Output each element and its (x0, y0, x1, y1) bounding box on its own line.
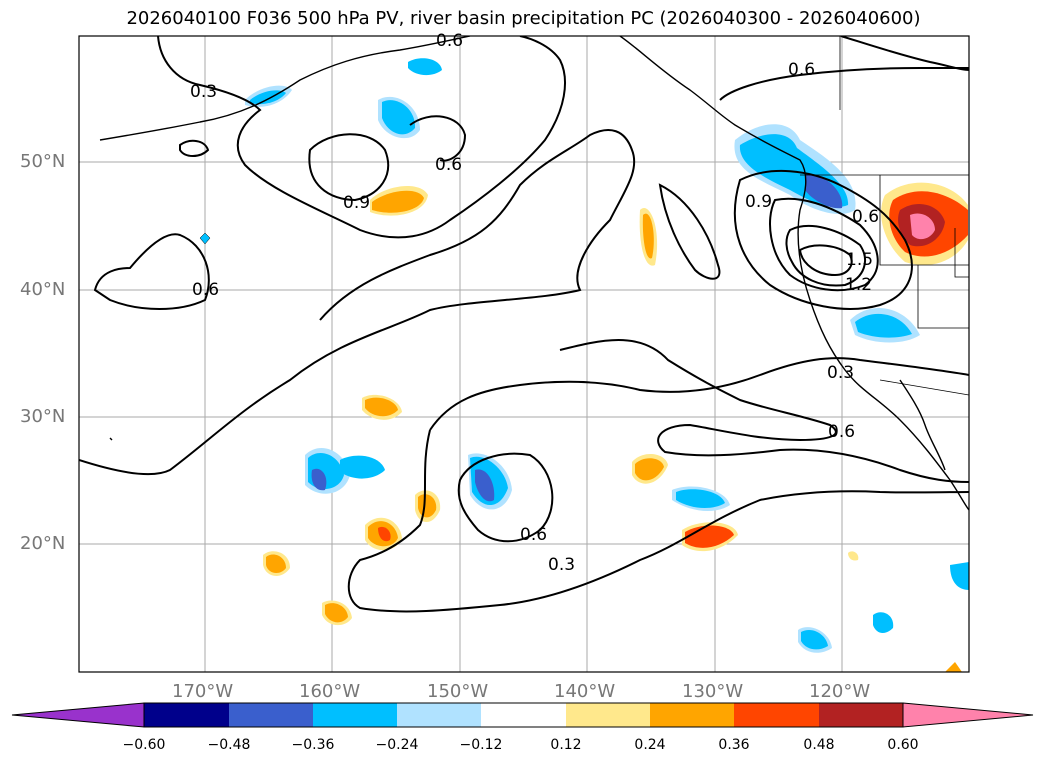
contour-label: 0.6 (435, 155, 462, 175)
colorbar-cell (819, 703, 903, 727)
lon-tick-label: 140°W (554, 681, 616, 702)
contour-label: 0.3 (190, 82, 217, 102)
lon-tick-label: 170°W (172, 681, 234, 702)
lon-tick-label: 130°W (682, 681, 744, 702)
colorbar-cell (313, 703, 397, 727)
contour-label: 0.6 (828, 422, 855, 442)
colorbar-tick: −0.36 (291, 737, 335, 753)
contour-label: 0.9 (745, 192, 772, 212)
contour-label: 1.2 (845, 275, 872, 295)
colorbar-cell (650, 703, 734, 727)
colorbar-cell (734, 703, 819, 727)
lat-tick-label: 20°N (20, 533, 66, 554)
colorbar-under (11, 702, 145, 728)
colorbar-cell (229, 703, 313, 727)
lat-tick-label: 50°N (20, 151, 66, 172)
coastlines (99, 36, 969, 511)
colorbar-tick: 0.60 (887, 737, 919, 753)
contour-label: 1.5 (846, 250, 873, 270)
contour-label: 0.6 (788, 60, 815, 80)
lon-tick-label: 120°W (809, 681, 871, 702)
colorbar-cell (481, 703, 566, 727)
colorbar-tick: −0.12 (459, 737, 503, 753)
colorbar-tick: −0.60 (122, 737, 166, 753)
borders (800, 36, 969, 396)
colorbar-tick: −0.24 (375, 737, 419, 753)
lat-tick-label: 40°N (20, 279, 66, 300)
contour-label-group: 0.3 0.6 0.9 0.6 0.6 0.6 0.9 0.6 1.2 1.5 … (190, 31, 879, 575)
colorbar-tick: 0.36 (718, 737, 750, 753)
contour-label: 0.6 (436, 31, 463, 51)
pv-contours (79, 36, 969, 613)
contour-label: 0.6 (852, 207, 879, 227)
contour-label: 0.3 (827, 363, 854, 383)
lon-tick-label: 160°W (299, 681, 361, 702)
lon-tick-label: 150°W (427, 681, 489, 702)
lat-tick-label: 30°N (20, 406, 66, 427)
contour-label: 0.9 (343, 193, 370, 213)
map-border (78, 35, 970, 673)
colorbar (11, 702, 1034, 728)
contour-label: 0.6 (520, 525, 547, 545)
map-frame (79, 36, 969, 672)
colorbar-cell (566, 703, 650, 727)
contour-label: 0.6 (192, 280, 219, 300)
colorbar-cell (144, 703, 229, 727)
colorbar-tick: 0.12 (550, 737, 582, 753)
colorbar-tick: −0.48 (207, 737, 251, 753)
contour-label: 0.3 (548, 555, 575, 575)
colorbar-tick: 0.48 (803, 737, 835, 753)
colorbar-tick: 0.24 (634, 737, 666, 753)
colorbar-over (902, 702, 1034, 728)
map-title: 2026040100 F036 500 hPa PV, river basin … (126, 8, 921, 29)
colorbar-cell (397, 703, 481, 727)
